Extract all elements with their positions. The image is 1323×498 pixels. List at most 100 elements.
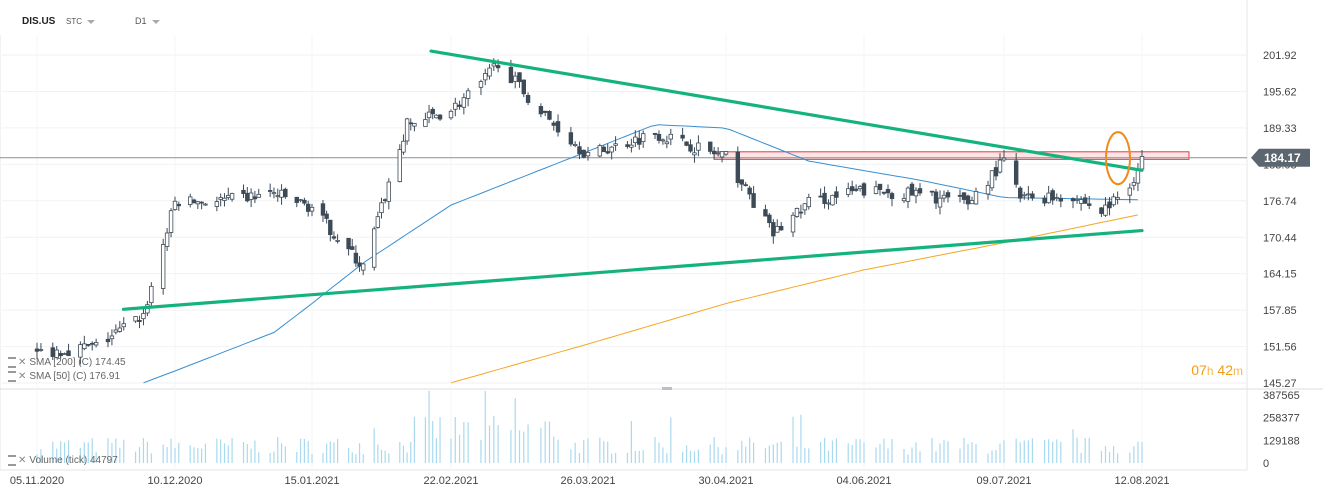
volume-bar — [413, 416, 416, 463]
candle — [256, 193, 261, 198]
header-exchange[interactable]: STC — [66, 17, 95, 26]
volume-bar — [488, 425, 491, 463]
candle — [137, 319, 142, 322]
volume-bar — [599, 437, 601, 463]
volume-bar — [753, 442, 755, 463]
chevron-down-icon — [151, 19, 160, 24]
candle — [961, 192, 967, 200]
volume-bar — [1019, 442, 1021, 463]
candle — [62, 353, 67, 355]
volume-bar — [432, 421, 434, 463]
candle — [684, 141, 689, 146]
volume-bar — [134, 451, 137, 463]
y-tick-label: 176.74 — [1263, 196, 1297, 208]
candle — [547, 111, 552, 120]
x-tick-label: 10.12.2020 — [147, 475, 202, 487]
volume-bar — [574, 442, 576, 463]
candle — [508, 66, 514, 84]
volume-bar — [915, 442, 917, 463]
volume-bar — [480, 439, 482, 463]
candle — [453, 102, 458, 110]
candle — [538, 106, 544, 115]
candle — [1018, 187, 1023, 199]
header-interval[interactable]: D1 — [135, 16, 160, 26]
candle — [751, 193, 756, 208]
candle — [747, 187, 752, 195]
candle — [245, 192, 250, 202]
candle — [680, 134, 685, 139]
candle — [176, 203, 182, 207]
volume-bar — [150, 453, 152, 463]
volume-bar — [863, 442, 865, 463]
volume-bar — [611, 453, 613, 463]
volume-bar — [162, 444, 164, 463]
y-tick-label: 164.15 — [1263, 269, 1297, 281]
candle — [806, 197, 811, 208]
volume-bar — [36, 454, 38, 463]
close-icon[interactable]: ✕ — [18, 357, 27, 369]
volume-bar — [388, 453, 390, 463]
volume-bar — [615, 452, 617, 463]
candle — [513, 75, 518, 82]
volume-bar — [630, 420, 632, 463]
candle — [38, 349, 44, 351]
candle — [652, 132, 658, 135]
candle — [353, 252, 359, 264]
volume-bar — [428, 390, 430, 463]
volume-legend[interactable]: ✕ Volume (tick) 44797 — [8, 455, 118, 466]
volume-bar — [119, 447, 121, 463]
volume-bar — [835, 438, 837, 463]
sma50-legend[interactable]: ✕ SMA [50] (C) 176.91 — [8, 371, 120, 382]
volume-bar — [358, 443, 361, 463]
candle — [320, 203, 326, 216]
settings-icon[interactable] — [8, 455, 16, 466]
volume-bar — [935, 451, 937, 463]
current-price-tag: 184.17 — [1251, 148, 1310, 167]
volume-bar — [709, 444, 711, 463]
candle — [34, 348, 40, 352]
candle — [735, 151, 741, 183]
candle — [491, 63, 497, 67]
settings-icon[interactable] — [8, 371, 16, 382]
candle — [335, 240, 340, 242]
volume-bar — [373, 428, 375, 463]
volume-bar — [52, 441, 54, 463]
volume-bar — [947, 441, 949, 463]
close-icon[interactable]: ✕ — [18, 371, 27, 383]
volume-bar — [689, 450, 692, 463]
candle — [853, 188, 859, 191]
candle — [412, 123, 417, 127]
settings-icon[interactable] — [8, 357, 16, 368]
candle — [775, 226, 780, 233]
candle — [846, 188, 851, 195]
volume-bar — [138, 446, 141, 463]
candle — [909, 183, 915, 196]
close-icon[interactable]: ✕ — [18, 455, 27, 467]
candle — [86, 344, 91, 346]
candle — [613, 143, 618, 146]
candle — [309, 206, 315, 212]
volume-bar — [859, 439, 861, 463]
sma200-legend[interactable]: ✕ SMA [200] (C) 174.45 — [8, 357, 126, 368]
candle — [294, 196, 299, 203]
candle — [629, 144, 634, 148]
candle — [357, 262, 362, 267]
candle — [1107, 201, 1112, 209]
candle — [861, 183, 867, 196]
volume-bar — [231, 437, 233, 463]
volume-bar — [855, 439, 857, 463]
candle — [1099, 207, 1104, 214]
volume-bar — [83, 442, 85, 463]
candle — [790, 214, 796, 233]
header-symbol[interactable]: DIS.US — [22, 16, 55, 27]
x-tick-label: 12.08.2021 — [1114, 475, 1169, 487]
candle — [767, 214, 772, 224]
volume-bar — [1031, 438, 1034, 463]
y-tick-label: 145.27 — [1263, 378, 1297, 390]
volume-bar — [670, 417, 672, 463]
volume-bar — [638, 450, 640, 463]
volume-bar — [1088, 437, 1090, 463]
candle — [581, 149, 586, 158]
candle — [426, 111, 432, 119]
